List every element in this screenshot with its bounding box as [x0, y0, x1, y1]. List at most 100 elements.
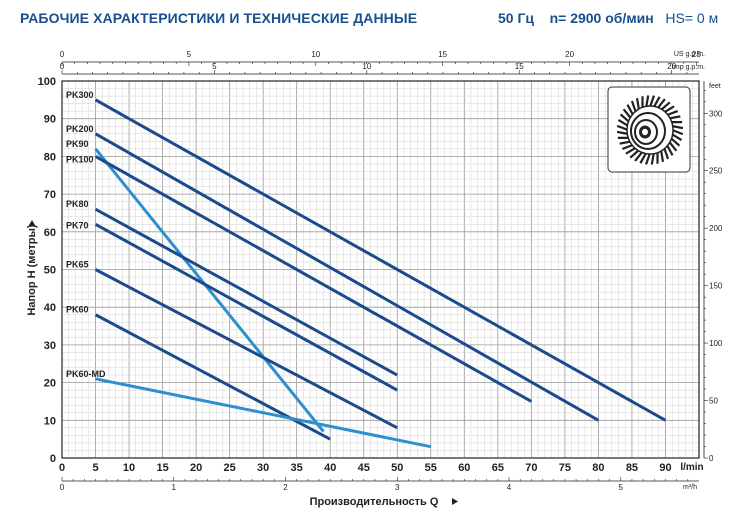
x-tick-label: 65: [492, 462, 504, 474]
feet-tick-label: 250: [709, 167, 723, 176]
impeller-vane: [665, 144, 674, 156]
us-gpm-tick-label: 25: [692, 50, 701, 59]
impeller-vane: [617, 119, 629, 127]
impeller-vane: [663, 105, 675, 114]
impeller-vane: [629, 149, 640, 159]
y-tick-label: 100: [38, 76, 56, 88]
x-tick-label: 5: [92, 462, 98, 474]
impeller-vane: [622, 108, 632, 120]
feet-tick-label: 150: [709, 282, 723, 291]
impeller-vane: [626, 104, 635, 116]
chart-header: РАБОЧИЕ ХАРАКТЕРИСТИКИ И ТЕХНИЧЕСКИЕ ДАН…: [0, 10, 751, 36]
speed-label: n= 2900 об/мин: [549, 10, 654, 26]
series-line-pk65: [94, 268, 398, 430]
feet-tick-label: 200: [709, 224, 723, 233]
x-tick-label: 35: [291, 462, 303, 474]
impeller-vane: [639, 152, 648, 164]
imp-gpm-unit-label: Imp g.p.m.: [672, 64, 705, 71]
x-tick-label: 0: [59, 462, 65, 474]
x-tick-label: 90: [659, 462, 671, 474]
m3h-tick-label: 4: [507, 483, 512, 492]
x-tick-label: 25: [224, 462, 236, 474]
y-tick-label: 90: [44, 114, 56, 126]
y-tick-label: 20: [44, 378, 56, 390]
us-gpm-tick-label: 5: [187, 50, 192, 59]
imp-gpm-tick-label: 10: [362, 62, 371, 71]
chart-title: РАБОЧИЕ ХАРАКТЕРИСТИКИ И ТЕХНИЧЕСКИЕ ДАН…: [20, 10, 418, 26]
impeller-vane: [668, 140, 678, 152]
operating-conditions: 50 Гц n= 2900 об/мин HS= 0 м: [498, 10, 718, 26]
impeller-vane: [625, 146, 637, 155]
m3h-tick-label: 0: [60, 483, 65, 492]
impeller-vane: [660, 101, 671, 111]
plot-border: [61, 80, 700, 459]
impeller-bore: [642, 128, 648, 136]
imp-gpm-tick-label: 0: [60, 62, 65, 71]
x-tick-label: 45: [358, 462, 370, 474]
us-gpm-tick-label: 20: [565, 50, 574, 59]
series-line-pk100: [94, 155, 533, 403]
series-label-pk70: PK70: [66, 220, 89, 230]
chart-labels: 0 5 10 15 20 25 30 35 40 45 50 55 60 65 70 75 80 85 90 l/mi…: [38, 50, 723, 492]
impeller-vane: [659, 149, 665, 163]
x-tick-label: 55: [425, 462, 437, 474]
feet-tick-label: 300: [709, 109, 723, 118]
x-axis-title: Производительность Q: [310, 496, 439, 508]
impeller-vane: [671, 128, 684, 136]
x-tick-label: 85: [626, 462, 638, 474]
impeller-vane: [634, 151, 644, 162]
series-label-pk300: PK300: [66, 90, 94, 100]
series-line-pk90: [94, 147, 325, 433]
feet-tick-label: 100: [709, 339, 723, 348]
impeller-vane: [645, 95, 650, 108]
m3h-tick-label: 5: [619, 483, 624, 492]
chart-grid: [61, 80, 700, 459]
impeller-vane: [671, 124, 684, 130]
impeller-vane: [668, 115, 681, 120]
imp-gpm-tick-label: 5: [212, 62, 217, 71]
suction-height-label: HS= 0 м: [665, 10, 719, 26]
us-gpm-tick-label: 15: [438, 50, 447, 59]
series-line-pk60-md: [95, 377, 432, 449]
x-axis-arrow-icon: [452, 498, 458, 505]
x-tick-label: 40: [324, 462, 336, 474]
impeller-vane: [666, 110, 679, 117]
x-tick-label: 70: [525, 462, 537, 474]
impeller-vane: [648, 95, 655, 108]
feet-unit-label: feet: [709, 83, 721, 90]
impeller-vane: [656, 98, 666, 109]
m3h-tick-label: 2: [283, 483, 288, 492]
us-gpm-unit-label: US g.p.m.: [674, 51, 705, 58]
impeller-vane: [621, 143, 634, 150]
series-label-pk200: PK200: [66, 124, 94, 134]
impeller-vane: [652, 96, 661, 108]
series-label-pk100: PK100: [66, 154, 94, 164]
impeller-vane: [616, 130, 629, 136]
impeller-vane: [616, 124, 629, 132]
series-label-pk65: PK65: [66, 260, 89, 270]
x-tick-label: 15: [156, 462, 168, 474]
m3h-tick-label: 1: [172, 483, 177, 492]
y-tick-label: 40: [44, 302, 56, 314]
y-tick-label: 30: [44, 340, 56, 352]
impeller-vane: [650, 152, 655, 165]
x-tick-label: 30: [257, 462, 269, 474]
y-tick-label: 0: [50, 453, 56, 465]
x-tick-label: 80: [592, 462, 604, 474]
impeller-vane: [663, 147, 670, 160]
impeller-ring: [630, 112, 666, 150]
chart-axes: [61, 61, 708, 482]
x-unit-label: l/min: [680, 462, 703, 473]
m3h-tick-label: 3: [395, 483, 400, 492]
y-tick-label: 70: [44, 189, 56, 201]
impeller-vane: [645, 152, 652, 165]
x-tick-label: 10: [123, 462, 135, 474]
x-tick-label: 60: [458, 462, 470, 474]
series-line-pk70: [94, 222, 398, 392]
series-line-pk80: [94, 207, 398, 377]
y-tick-label: 10: [44, 415, 56, 427]
chart-series: [94, 98, 667, 449]
impeller-vane: [630, 100, 637, 113]
y-tick-label: 80: [44, 151, 56, 163]
